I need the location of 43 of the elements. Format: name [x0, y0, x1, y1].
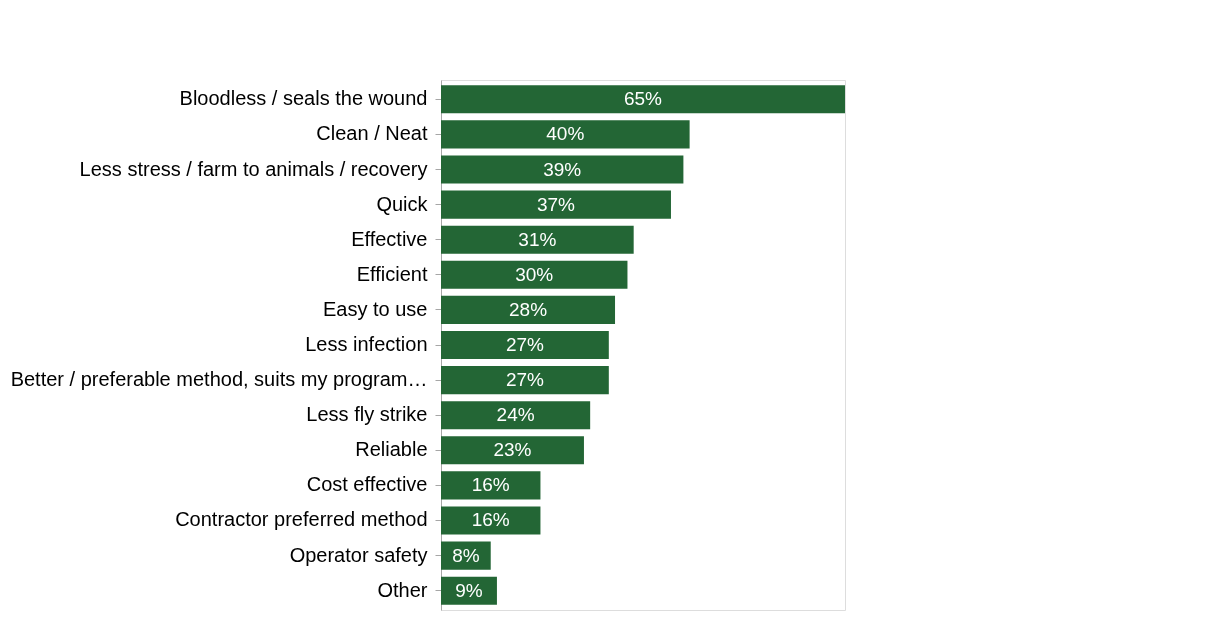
bar: [441, 190, 671, 219]
y-tick-label: Contractor preferred method: [175, 508, 428, 531]
bar: [441, 120, 690, 149]
bar: [441, 85, 845, 114]
bar: [441, 366, 609, 395]
data-label: 40%: [546, 123, 585, 145]
bar: [441, 506, 541, 535]
bar: [441, 330, 609, 360]
y-tick-label: Less stress / farm to animals / recovery: [79, 157, 428, 180]
y-tick-label: Easy to use: [322, 297, 428, 320]
data-label: 23%: [493, 439, 532, 461]
bar: [441, 295, 616, 324]
y-tick-label: Clean / Neat: [316, 122, 428, 145]
data-label: 8%: [452, 544, 480, 566]
bar: [441, 155, 684, 184]
y-tick-label: Better / preferable method, suits my program…: [10, 368, 428, 391]
data-label: 28%: [509, 298, 548, 320]
data-label: 30%: [515, 263, 554, 285]
data-label: 24%: [496, 404, 535, 426]
bar: [441, 225, 634, 254]
y-tick-label: Cost effective: [306, 473, 428, 496]
bar: [441, 260, 628, 289]
data-label: 39%: [543, 158, 582, 180]
data-label: 27%: [505, 334, 545, 355]
data-label: 9%: [455, 579, 483, 601]
y-tick-label: Reliable: [355, 438, 428, 461]
y-tick-label: Operator safety: [289, 543, 428, 566]
data-label: 65%: [623, 88, 663, 110]
data-label: 31%: [518, 228, 557, 250]
y-tick-label: Other: [377, 578, 428, 601]
data-label: 27%: [505, 369, 545, 391]
data-label: 16%: [471, 474, 510, 496]
data-label: 16%: [471, 509, 510, 531]
y-tick-label: Bloodless / seals the wound: [179, 87, 428, 110]
y-tick-label: Effective: [351, 227, 428, 250]
y-tick-label: Efficient: [356, 262, 428, 285]
bar: [441, 471, 541, 500]
y-tick-label: Quick: [376, 192, 429, 215]
y-tick-label: Less fly strike: [306, 403, 428, 426]
bar: [441, 436, 584, 465]
y-tick-label: Less infection: [305, 333, 428, 355]
data-label: 37%: [536, 193, 576, 215]
bar: [441, 401, 591, 430]
